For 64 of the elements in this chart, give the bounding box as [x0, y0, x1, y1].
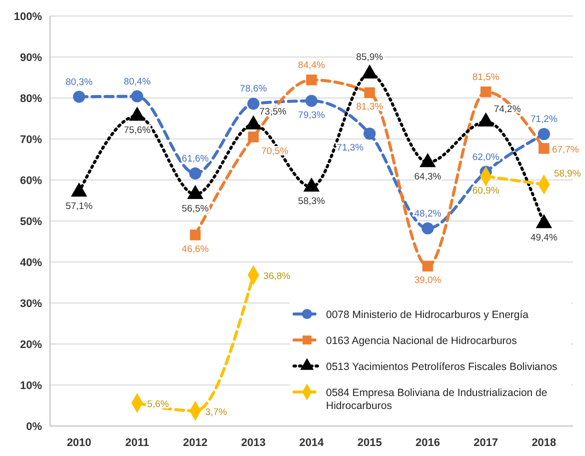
data-label: 71,3%	[336, 142, 364, 154]
data-label: 75,6%	[124, 125, 152, 136]
x-tick-label: 2010	[66, 437, 92, 449]
point	[131, 90, 144, 102]
x-tick-label: 2017	[474, 437, 498, 449]
data-label: 62,0%	[472, 152, 500, 163]
y-tick-label: 50%	[20, 216, 42, 228]
data-label: 78,6%	[240, 84, 268, 95]
y-tick-label: 90%	[20, 52, 42, 64]
data-label: 49,4%	[530, 232, 558, 244]
point	[190, 230, 201, 240]
y-tick-label: 70%	[20, 134, 42, 146]
x-tick-label: 2018	[532, 437, 556, 449]
data-label: 39,0%	[414, 275, 442, 286]
data-label: 48,2%	[414, 208, 442, 220]
point	[422, 260, 434, 272]
y-tick-label: 0%	[26, 421, 42, 433]
point	[189, 167, 202, 180]
data-label: 3,7%	[205, 406, 228, 418]
point	[306, 74, 317, 86]
legend-label: 0584 Empresa Boliviana de Industrializacion de Hidrocarburos	[326, 387, 548, 412]
data-label: 46,6%	[182, 244, 210, 255]
data-label: 58,9%	[554, 168, 582, 180]
point	[305, 94, 318, 107]
data-label: 60,9%	[472, 185, 500, 196]
point	[538, 128, 550, 140]
data-label: 81,5%	[472, 72, 500, 83]
data-label: 61,6%	[182, 153, 210, 164]
legend-label: 0078 Ministerio de Hidrocarburos y Energía	[326, 309, 529, 321]
data-label: 67,7%	[552, 144, 580, 156]
data-label: 84,4%	[298, 60, 326, 71]
x-tick-label: 2015	[357, 437, 382, 449]
point	[364, 128, 376, 140]
x-tick-label: 2011	[125, 437, 150, 449]
y-tick-label: 30%	[20, 298, 42, 310]
data-label: 58,3%	[298, 196, 326, 207]
y-tick-label: 10%	[20, 380, 42, 392]
y-tick-label: 100%	[14, 11, 42, 23]
data-label: 80,3%	[66, 76, 94, 88]
y-tick-label: 40%	[20, 257, 42, 269]
point	[73, 90, 86, 103]
x-tick-label: 2014	[299, 437, 325, 449]
data-label: 64,3%	[414, 171, 442, 182]
y-tick-label: 20%	[20, 339, 42, 351]
data-label: 71,2%	[530, 114, 558, 126]
data-label: 56,5%	[182, 203, 210, 214]
data-label: 79,3%	[298, 110, 326, 121]
point	[248, 132, 259, 142]
x-tick-label: 2013	[241, 437, 266, 449]
data-label: 85,9%	[356, 52, 384, 63]
data-label: 80,4%	[124, 76, 152, 88]
data-label: 36,8%	[263, 271, 291, 282]
legend-label: 0163 Agencia Nacional de Hidrocarburos	[326, 335, 517, 347]
point	[364, 87, 375, 98]
x-tick-label: 2016	[415, 437, 440, 449]
point	[422, 222, 434, 234]
y-tick-label: 80%	[20, 93, 42, 105]
point	[538, 143, 550, 154]
point	[480, 86, 492, 98]
data-label: 57,1%	[66, 200, 94, 212]
point	[247, 98, 260, 110]
x-tick-label: 2012	[183, 437, 208, 449]
y-tick-label: 60%	[20, 175, 42, 187]
legend-label: 0513 Yacimientos Petrolíferos Fiscales Bolivianos	[326, 361, 558, 373]
